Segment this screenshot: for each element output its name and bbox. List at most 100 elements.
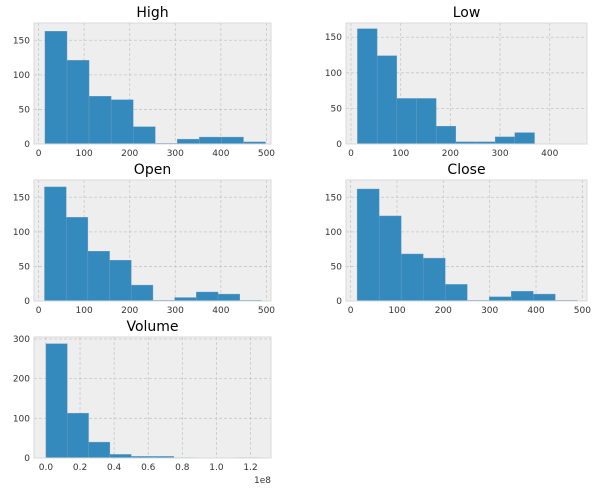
histogram-bar xyxy=(87,251,110,302)
y-tick-label: 50 xyxy=(19,262,31,272)
plot-frame xyxy=(33,336,272,459)
histogram-bar xyxy=(416,98,437,145)
subplot-volume: 0.0 0.2 0.4 0.6 0.8 1.0 1.2 0 100 200 300 Volume 1e8 xyxy=(13,319,272,486)
histogram-bar xyxy=(494,136,516,145)
subplot-title: Volume xyxy=(126,319,178,335)
x-tick-label: 0.8 xyxy=(175,463,190,473)
plot-frame xyxy=(345,179,588,302)
histogram-bar xyxy=(514,132,535,145)
y-tick-label: 150 xyxy=(325,193,342,203)
histogram-bar xyxy=(44,186,67,302)
histogram-bar xyxy=(489,296,512,302)
histogram-bar xyxy=(444,284,468,302)
histogram-bar xyxy=(109,260,132,302)
histogram-bar xyxy=(356,188,380,302)
y-tick-label: 0 xyxy=(336,297,342,307)
histogram-bar xyxy=(110,99,134,145)
plot-frame xyxy=(33,179,272,302)
histogram-bar xyxy=(196,291,219,302)
y-tick-label: 50 xyxy=(19,105,31,115)
x-tick-label: 500 xyxy=(258,149,275,159)
x-tick-label: 300 xyxy=(481,306,498,316)
x-tick-label: 300 xyxy=(167,306,184,316)
x-tick-label: 500 xyxy=(574,306,591,316)
subplot-title: Open xyxy=(134,162,171,178)
x-tick-label: 0.2 xyxy=(73,463,87,473)
x-tick-label: 100 xyxy=(76,306,93,316)
subplot-title: High xyxy=(136,5,168,21)
histogram-bar xyxy=(400,253,424,302)
subplot-title: Low xyxy=(453,5,481,21)
y-tick-label: 100 xyxy=(13,228,30,238)
x-tick-label: 500 xyxy=(258,306,275,316)
histogram-bar xyxy=(109,454,132,459)
histogram-bar xyxy=(357,28,378,145)
y-tick-label: 0 xyxy=(24,297,30,307)
x-tick-label: 200 xyxy=(435,306,452,316)
histogram-bar xyxy=(132,126,156,145)
x-tick-label: 400 xyxy=(212,306,229,316)
plot-frame xyxy=(345,22,588,145)
histogram-bar xyxy=(88,96,112,145)
x-tick-label: 0 xyxy=(348,149,354,159)
histogram-bar xyxy=(44,31,68,145)
y-tick-label: 0 xyxy=(336,140,342,150)
histogram-bar xyxy=(131,284,154,302)
y-tick-label: 150 xyxy=(13,36,30,46)
x-tick-label: 300 xyxy=(491,149,508,159)
x-tick-label: 100 xyxy=(388,306,405,316)
histogram-bar xyxy=(199,136,222,145)
histogram-bar xyxy=(177,138,200,145)
histogram-bar xyxy=(396,98,417,145)
y-tick-label: 100 xyxy=(325,228,342,238)
histogram-bar xyxy=(533,293,556,302)
y-tick-label: 100 xyxy=(13,414,30,424)
y-tick-label: 150 xyxy=(13,193,30,203)
x-offset-label: 1e8 xyxy=(254,476,271,486)
y-tick-label: 50 xyxy=(331,262,343,272)
histogram-bar xyxy=(217,293,240,302)
x-tick-label: 200 xyxy=(121,306,138,316)
y-tick-label: 100 xyxy=(325,69,342,79)
subplot-close: 0 100 200 300 400 500 0 50 100 150 Close xyxy=(325,162,591,316)
x-tick-label: 300 xyxy=(167,149,184,159)
histogram-bar xyxy=(45,343,68,459)
x-tick-label: 0 xyxy=(36,149,42,159)
x-tick-label: 0.0 xyxy=(39,463,54,473)
x-tick-label: 0 xyxy=(348,306,354,316)
histogram-bar xyxy=(422,257,446,302)
histogram-bar xyxy=(88,441,111,459)
histogram-bar xyxy=(67,412,89,459)
x-tick-label: 0 xyxy=(36,306,42,316)
subplot-high: 0 100 200 300 400 500 0 50 100 150 High xyxy=(13,5,275,159)
histogram-bar xyxy=(66,60,90,145)
y-tick-label: 300 xyxy=(13,335,30,345)
histogram-bar xyxy=(378,215,402,302)
y-tick-label: 0 xyxy=(24,454,30,464)
x-tick-label: 400 xyxy=(527,306,544,316)
x-tick-label: 200 xyxy=(121,149,138,159)
x-tick-label: 1.2 xyxy=(243,463,257,473)
subplot-title: Close xyxy=(447,162,485,178)
x-tick-label: 0.4 xyxy=(107,463,122,473)
y-tick-label: 150 xyxy=(325,33,342,43)
y-tick-label: 50 xyxy=(331,104,343,114)
y-tick-label: 100 xyxy=(13,71,30,81)
subplot-open: 0 100 200 300 400 500 0 50 100 150 Open xyxy=(13,162,275,316)
x-tick-label: 1.0 xyxy=(209,463,224,473)
subplot-low: 0 100 200 300 400 0 50 100 150 Low xyxy=(325,5,588,159)
x-tick-label: 0.6 xyxy=(141,463,156,473)
histogram-bar xyxy=(65,217,89,302)
y-tick-label: 0 xyxy=(24,140,30,150)
histogram-bar xyxy=(511,291,534,302)
x-tick-label: 200 xyxy=(442,149,459,159)
x-tick-label: 100 xyxy=(76,149,93,159)
x-tick-label: 100 xyxy=(392,149,409,159)
histogram-bar xyxy=(174,297,197,302)
histogram-bar xyxy=(376,55,397,145)
histogram-bar xyxy=(221,136,244,145)
plot-frame xyxy=(33,22,272,145)
x-tick-label: 400 xyxy=(541,149,558,159)
y-tick-label: 200 xyxy=(13,375,30,385)
